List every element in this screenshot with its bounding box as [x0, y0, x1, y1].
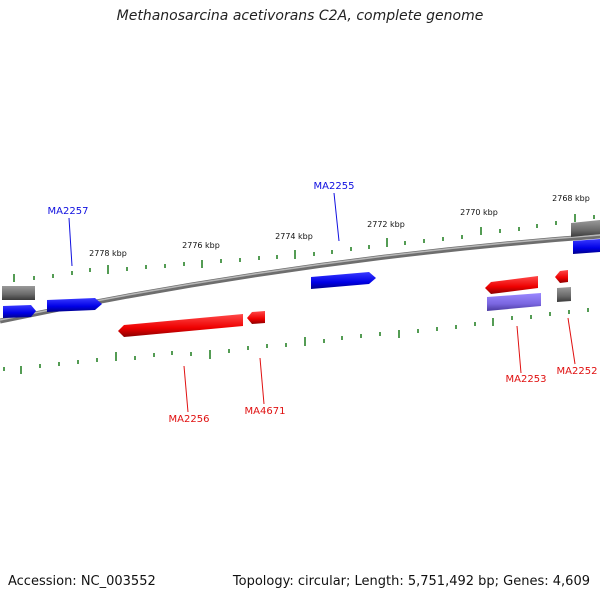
gene-label-ma2255: MA2255 — [314, 181, 355, 192]
gene-feature-ma2255[interactable] — [311, 272, 376, 289]
gene-label-ma4671: MA4671 — [245, 406, 286, 417]
gene-feature-ma2253[interactable] — [485, 276, 538, 294]
gene-feature-ma2257[interactable] — [47, 298, 102, 312]
gene-feature-ma2252[interactable] — [555, 270, 568, 283]
genome-title: Methanosarcina acetivorans C2A, complete… — [116, 8, 484, 24]
ruler-label: 2776 kbp — [182, 241, 220, 250]
gene-label-ma2256: MA2256 — [169, 414, 210, 425]
gene-feature-purple[interactable] — [487, 293, 541, 311]
gene-feature-ma2256[interactable] — [118, 314, 243, 337]
ruler-label: 2770 kbp — [460, 208, 498, 217]
gene-feature-left-blue[interactable] — [3, 305, 36, 318]
ruler-label: 2768 kbp — [552, 194, 590, 203]
forward-leaders — [68, 192, 340, 267]
gene-label-ma2253: MA2253 — [506, 374, 547, 385]
upper-ruler-ticks — [13, 214, 595, 282]
forward-gene-labels: MA2257 MA2255 — [48, 181, 355, 217]
gene-feature-ma4671[interactable] — [247, 311, 265, 324]
gene-label-ma2257: MA2257 — [48, 206, 89, 217]
gene-feature-edge-blue[interactable] — [573, 239, 600, 254]
lower-ruler-ticks — [3, 308, 589, 374]
ruler-label: 2778 kbp — [89, 249, 127, 258]
gene-label-ma2252: MA2252 — [557, 366, 598, 377]
ruler-labels: 2778 kbp 2776 kbp 2774 kbp 2772 kbp 2770… — [89, 194, 590, 258]
gene-feature-edge-gray[interactable] — [571, 220, 600, 237]
genome-summary: Topology: circular; Length: 5,751,492 bp… — [232, 574, 590, 589]
reverse-gene-labels: MA2256 MA4671 MA2253 MA2252 — [169, 366, 598, 425]
ruler-label: 2774 kbp — [275, 232, 313, 241]
gene-feature-gray[interactable] — [2, 286, 35, 300]
ruler-label: 2772 kbp — [367, 220, 405, 229]
accession-label: Accession: NC_003552 — [8, 574, 156, 589]
gene-feature-small-gray[interactable] — [557, 287, 571, 302]
reverse-leaders — [183, 317, 576, 413]
